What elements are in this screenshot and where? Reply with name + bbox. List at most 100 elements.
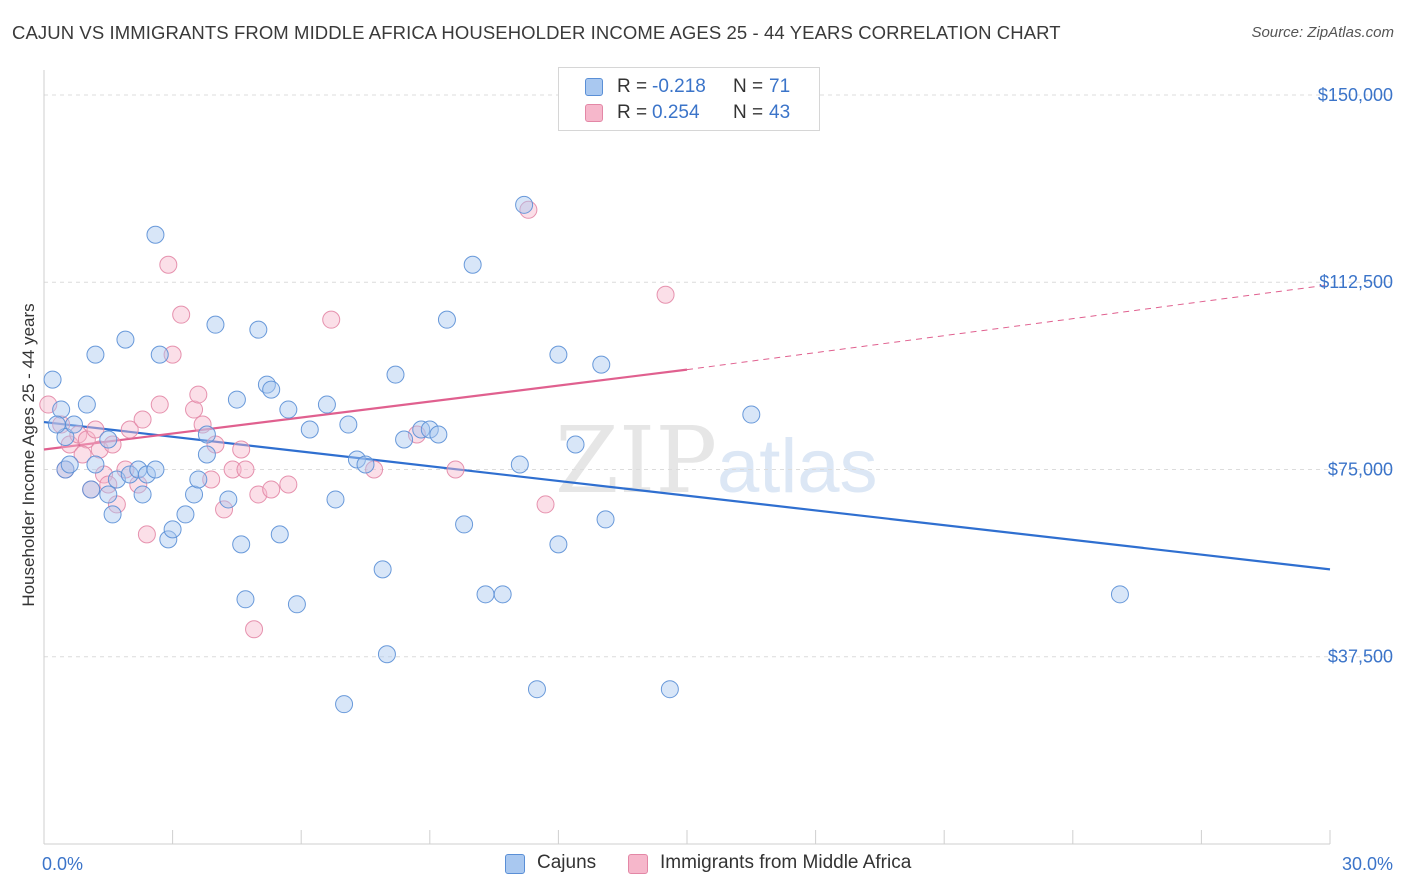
point-cajuns <box>429 425 448 444</box>
point-cajuns <box>197 445 216 464</box>
point-cajuns <box>515 195 534 214</box>
point-cajuns <box>493 585 512 604</box>
watermark-zip: ZIP <box>555 407 717 514</box>
point-immigrants <box>279 475 298 494</box>
point-immigrants <box>446 460 465 479</box>
trend-lines <box>43 284 1331 571</box>
point-immigrants <box>137 525 156 544</box>
point-cajuns <box>455 515 474 534</box>
series-swatch-immigrants <box>628 854 648 874</box>
series-label-immigrants: Immigrants from Middle Africa <box>660 852 912 873</box>
point-cajuns <box>339 415 358 434</box>
stats-legend: R = -0.218 N = 71 R = 0.254 N = 43 <box>558 67 820 131</box>
point-immigrants <box>365 460 384 479</box>
point-cajuns <box>150 345 169 364</box>
point-cajuns <box>219 490 238 509</box>
legend-n-label: N = <box>733 102 764 123</box>
point-cajuns <box>197 425 216 444</box>
legend-swatch-cajuns <box>585 78 603 96</box>
series-legend: Cajuns Immigrants from Middle Africa <box>0 852 1406 878</box>
point-cajuns <box>420 420 439 439</box>
point-cajuns <box>317 395 336 414</box>
axes <box>43 70 1331 845</box>
point-immigrants <box>189 385 208 404</box>
point-immigrants <box>99 475 118 494</box>
point-immigrants <box>202 470 221 489</box>
source-label: Source: ZipAtlas.com <box>1251 24 1394 41</box>
point-cajuns <box>146 460 165 479</box>
point-cajuns <box>137 465 156 484</box>
point-cajuns <box>549 535 568 554</box>
point-cajuns <box>262 380 281 399</box>
point-cajuns <box>437 310 456 329</box>
point-cajuns <box>159 530 178 549</box>
point-cajuns <box>86 345 105 364</box>
point-immigrants <box>73 445 92 464</box>
point-cajuns <box>185 485 204 504</box>
legend-r-value: -0.218 <box>652 76 706 97</box>
point-cajuns <box>566 435 585 454</box>
point-cajuns <box>249 320 268 339</box>
point-cajuns <box>527 680 546 699</box>
trend-line-cajuns <box>43 420 1331 571</box>
point-immigrants <box>163 345 182 364</box>
trend-line-immigrants <box>686 284 1331 371</box>
point-cajuns <box>287 595 306 614</box>
point-cajuns <box>99 430 118 449</box>
legend-r-value: 0.254 <box>652 102 700 123</box>
point-cajuns <box>146 225 165 244</box>
point-cajuns <box>1110 585 1129 604</box>
point-cajuns <box>476 585 495 604</box>
point-cajuns <box>82 480 101 499</box>
legend-n-label: N = <box>733 76 764 97</box>
y-tick-label: $150,000 <box>1318 85 1393 105</box>
point-cajuns <box>395 430 414 449</box>
point-cajuns <box>163 520 182 539</box>
point-immigrants <box>232 440 251 459</box>
point-cajuns <box>463 255 482 274</box>
point-cajuns <box>133 485 152 504</box>
point-cajuns <box>47 415 66 434</box>
axis-labels: $37,500 $75,000 $112,500 $150,000 0.0% 30.0% H… <box>19 85 1393 874</box>
point-cajuns <box>270 525 289 544</box>
x-tick-label: 30.0% <box>1342 854 1393 874</box>
point-cajuns <box>335 695 354 714</box>
point-cajuns <box>77 395 96 414</box>
point-immigrants <box>223 460 242 479</box>
point-cajuns <box>279 400 298 419</box>
point-cajuns <box>742 405 761 424</box>
x-tick-label: 0.0% <box>42 854 83 874</box>
point-immigrants <box>185 400 204 419</box>
point-cajuns <box>373 560 392 579</box>
legend-swatch-immigrants <box>585 104 603 122</box>
point-cajuns <box>176 505 195 524</box>
point-cajuns <box>326 490 345 509</box>
y-tick-label: $75,000 <box>1328 459 1393 479</box>
point-cajuns <box>103 505 122 524</box>
point-immigrants <box>172 305 191 324</box>
trend-line-immigrants <box>43 368 688 451</box>
point-cajuns <box>86 455 105 474</box>
chart-title: CAJUN VS IMMIGRANTS FROM MIDDLE AFRICA H… <box>12 22 1061 43</box>
watermark-atlas: atlas <box>717 424 878 509</box>
y-axis-title: Householder Income Ages 25 - 44 years <box>19 303 38 606</box>
point-cajuns <box>596 510 615 529</box>
series-swatch-cajuns <box>505 854 525 874</box>
point-immigrants <box>159 255 178 274</box>
point-immigrants <box>656 285 675 304</box>
y-tick-label: $112,500 <box>1319 272 1393 292</box>
point-cajuns <box>189 470 208 489</box>
point-cajuns <box>236 590 255 609</box>
point-cajuns <box>56 428 75 447</box>
point-cajuns <box>206 315 225 334</box>
data-points <box>39 195 1129 714</box>
y-tick-label: $37,500 <box>1328 647 1393 667</box>
legend-n-value: 43 <box>769 102 791 123</box>
point-cajuns <box>356 455 375 474</box>
point-immigrants <box>236 460 255 479</box>
point-immigrants <box>150 395 169 414</box>
point-immigrants <box>120 420 139 439</box>
point-immigrants <box>536 495 555 514</box>
legend-r-label: R = <box>617 76 648 97</box>
legend-r-label: R = <box>617 102 648 123</box>
